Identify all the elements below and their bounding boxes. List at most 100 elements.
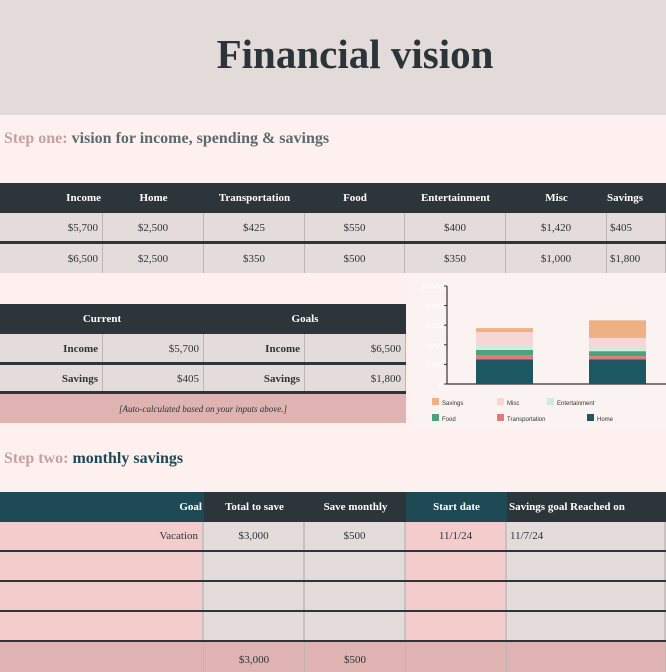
column-header: Food [343,192,367,204]
column-header: Total to save [204,492,305,522]
row-divider [0,241,666,244]
legend-swatch [497,398,504,405]
bar-segment-food [476,349,533,356]
row-divider [0,362,406,365]
bar-segment-food [589,351,646,357]
value-cell[interactable]: $5,700 [103,334,204,363]
table-cell[interactable]: $425 [204,213,305,242]
column-header: Transportation [218,192,291,204]
table-cell[interactable] [507,612,666,640]
row-divider [0,640,666,643]
table-cell[interactable]: $350 [405,244,506,273]
current-header: Current [82,313,122,325]
table-cell[interactable]: $6,500 [0,244,103,273]
column-header: Income [66,192,101,204]
legend-label: Entertainment [557,401,595,407]
table-cell[interactable]: 11/7/24 [507,522,666,550]
table-cell[interactable]: $5,700 [0,213,103,242]
value-cell[interactable]: $6,500 [305,334,406,363]
table-cell[interactable] [305,582,406,610]
legend-swatch [587,414,594,421]
total-cell [0,642,204,672]
table-cell[interactable] [406,582,507,610]
table-cell[interactable] [507,582,666,610]
y-tick-label: 0 [439,382,443,389]
y-tick-label: 6,000 [425,323,443,330]
table-header-row [0,183,666,213]
table-cell[interactable]: $350 [204,244,305,273]
table-cell[interactable] [0,552,204,580]
legend-label: Savings [442,401,463,407]
total-cell: $3,000 [204,642,305,672]
column-header: Savings [607,192,644,204]
table-cell[interactable] [204,582,305,610]
table-cell[interactable] [204,552,305,580]
table-header-row [0,304,406,334]
table-cell[interactable]: 11/1/24 [406,522,507,550]
table-cell[interactable] [305,552,406,580]
table-cell[interactable]: $1,000 [506,244,607,273]
row-divider [0,550,666,553]
bar-segment-entertainment [476,346,533,350]
step-text: monthly savings [72,450,184,467]
table-cell[interactable]: $400 [405,213,506,242]
bar-segment-home [476,359,533,384]
legend-label: Transportation [507,417,545,423]
table-cell[interactable] [305,612,406,640]
table-cell[interactable] [406,612,507,640]
column-header: Goal [0,492,204,522]
table-cell[interactable]: $550 [305,213,405,242]
bar-segment-transportation [476,355,533,360]
legend-swatch [432,414,439,421]
bar-segment-savings [476,328,533,333]
step-text: vision for income, spending & savings [71,130,330,147]
table-cell[interactable]: $1,800 [607,244,666,273]
table-cell[interactable] [0,612,204,640]
step-two-heading: Step two: monthly savings [4,450,183,468]
legend-label: Misc [507,401,519,407]
y-tick-label: 8,000 [425,304,443,311]
row-label: Savings [204,364,305,393]
table-cell[interactable]: $2,500 [103,213,204,242]
total-cell [507,642,666,672]
value-cell[interactable]: $405 [103,364,204,393]
step-label: Step two: [4,450,69,467]
legend-swatch [497,414,504,421]
table-cell[interactable]: $1,420 [506,213,607,242]
page-title: Financial vision [216,31,494,77]
table-cell[interactable]: $500 [305,522,406,550]
column-header: Misc [545,192,568,204]
legend-swatch [547,398,554,405]
table-cell[interactable] [204,612,305,640]
total-cell: $500 [305,642,406,672]
row-label: Income [204,334,305,363]
bar-segment-misc [589,337,646,348]
budget-chart: 0 2,000 4,000 6,000 8,000 10,000 Savings Misc En… [412,276,666,430]
table-cell[interactable] [406,552,507,580]
column-header: Entertainment [420,192,491,204]
chart-svg: 0 2,000 4,000 6,000 8,000 10,000 Savings Misc En… [422,284,666,423]
header-band [0,0,666,115]
table-cell[interactable]: $2,500 [103,244,204,273]
goals-header: Goals [291,313,319,325]
row-divider [0,580,666,583]
table-cell[interactable]: $500 [305,244,405,273]
column-header: Savings goal Reached on [507,492,666,522]
row-divider [0,610,666,613]
table-cell[interactable] [0,582,204,610]
table-cell[interactable] [507,552,666,580]
y-tick-label: 10,000 [422,284,444,291]
row-label: Savings [0,364,103,393]
table-cell[interactable]: $3,000 [204,522,305,550]
column-header: Start date [406,492,507,522]
bar-segment-savings [589,320,646,338]
legend-label: Home [597,417,614,423]
column-header: Save monthly [305,492,406,522]
table-cell[interactable]: Vacation [0,522,204,550]
step-label: Step one: [4,130,68,147]
legend-swatch [432,398,439,405]
table-cell[interactable]: $405 [607,213,666,242]
bar-segment-misc [476,332,533,347]
bar-segment-transportation [589,356,646,360]
value-cell[interactable]: $1,800 [305,364,406,393]
